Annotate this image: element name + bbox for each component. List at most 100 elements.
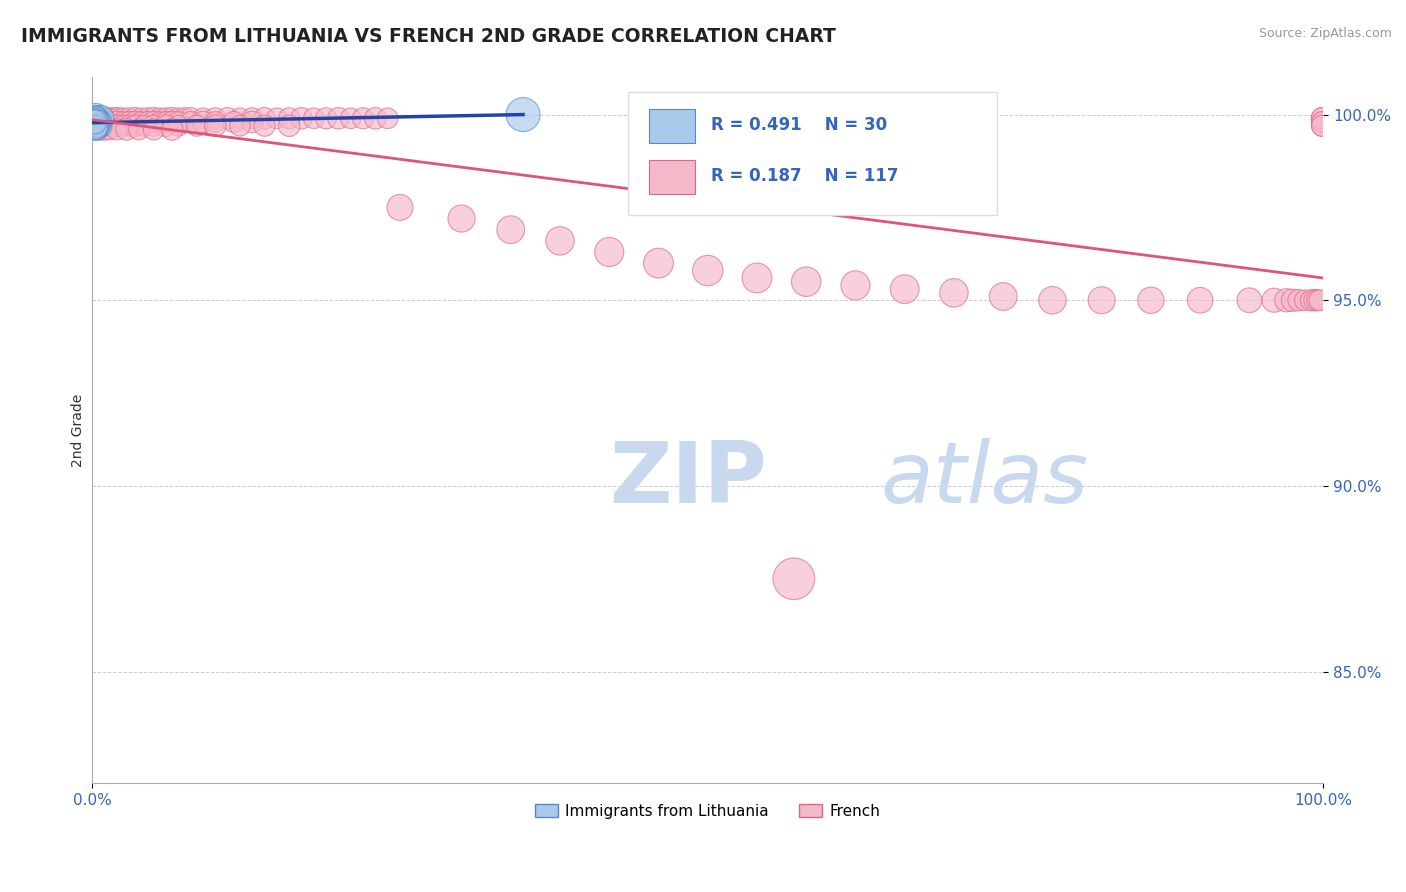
Point [155,115,177,129]
Point [352,112,374,126]
FancyBboxPatch shape [648,109,696,143]
Point [100,115,122,129]
Point [83,115,105,129]
Point [1281,293,1303,308]
Point [90,122,112,136]
Point [91,112,114,126]
Point [302,112,325,126]
Point [229,119,252,133]
FancyBboxPatch shape [627,92,997,215]
Text: R = 0.491    N = 30: R = 0.491 N = 30 [711,116,887,134]
Point [86,119,108,133]
Point [105,122,128,136]
Point [167,112,190,126]
Point [124,119,146,133]
Point [93,122,115,136]
Point [388,201,411,215]
Point [204,119,226,133]
Point [83,113,105,128]
Point [155,119,177,133]
Point [290,112,312,126]
Point [89,119,111,133]
Point [1294,293,1316,308]
Point [1310,115,1333,129]
Point [167,115,190,129]
Point [84,115,107,129]
Point [1306,293,1329,308]
Point [149,115,172,129]
Point [1140,293,1163,308]
Point [84,112,107,126]
Point [98,122,121,136]
Point [191,115,214,129]
Text: IMMIGRANTS FROM LITHUANIA VS FRENCH 2ND GRADE CORRELATION CHART: IMMIGRANTS FROM LITHUANIA VS FRENCH 2ND … [21,27,837,45]
Point [128,122,150,136]
Point [315,112,337,126]
Point [142,119,165,133]
Point [96,112,118,126]
Point [132,119,155,133]
Point [93,112,115,126]
Point [160,115,183,129]
Point [83,117,105,131]
FancyBboxPatch shape [648,160,696,194]
Point [1299,293,1322,308]
Point [84,122,107,136]
Point [111,119,134,133]
Point [86,119,108,133]
Point [155,112,177,126]
Point [229,112,252,126]
Point [1042,293,1064,308]
Text: R = 0.187    N = 117: R = 0.187 N = 117 [711,167,898,186]
Point [83,115,105,129]
Point [253,112,276,126]
Point [93,115,115,129]
Point [86,120,108,135]
Point [84,119,107,133]
Point [103,112,125,126]
Point [149,112,172,126]
Point [745,271,768,285]
Point [893,282,915,296]
Point [180,112,202,126]
Point [86,113,108,128]
Point [186,119,208,133]
Point [278,112,301,126]
Point [105,119,128,133]
Point [266,112,288,126]
Point [111,115,134,129]
Point [86,112,108,126]
Point [84,115,107,129]
Point [118,112,141,126]
Point [84,120,107,135]
Point [1309,293,1331,308]
Point [142,122,165,136]
Point [598,244,620,259]
Y-axis label: 2nd Grade: 2nd Grade [72,393,86,467]
Point [89,112,111,126]
Point [794,275,817,289]
Point [696,263,718,277]
Point [1310,112,1333,126]
Point [1310,115,1333,129]
Point [1310,112,1333,126]
Point [107,112,129,126]
Point [222,115,245,129]
Point [253,119,276,133]
Point [83,112,105,126]
Point [142,112,165,126]
Point [90,112,112,126]
Point [499,223,522,237]
Point [115,122,138,136]
Point [111,112,134,126]
Point [87,115,110,129]
Point [364,112,387,126]
Point [136,115,159,129]
Point [136,112,159,126]
Point [1239,293,1261,308]
Point [131,112,153,126]
Point [101,119,124,133]
Point [1310,119,1333,133]
Point [83,117,105,131]
Point [84,112,107,126]
